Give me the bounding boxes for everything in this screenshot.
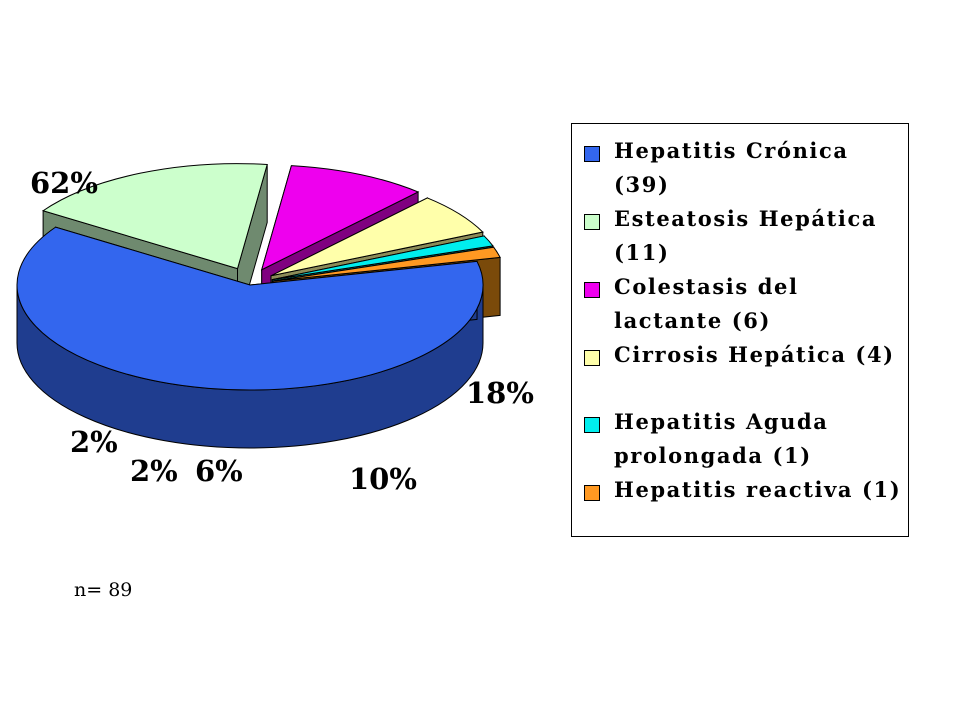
- legend-item: Hepatitis Aguda prolongada (1): [584, 405, 904, 473]
- legend-swatch: [584, 350, 600, 366]
- legend-label: Hepatitis reactiva (1): [614, 477, 902, 502]
- legend-item: Cirrosis Hepática (4): [584, 338, 904, 372]
- legend-item: Hepatitis Crónica (39): [584, 134, 904, 202]
- percent-label: 18%: [466, 376, 534, 410]
- legend-swatch: [584, 146, 600, 162]
- percent-label: 10%: [349, 462, 417, 496]
- legend-label: Hepatitis Crónica (39): [614, 138, 849, 197]
- legend-item: Hepatitis reactiva (1): [584, 473, 904, 507]
- legend-label: Esteatosis Hepática (11): [614, 206, 878, 265]
- legend-label: Hepatitis Aguda prolongada (1): [614, 409, 829, 468]
- legend-swatch: [584, 214, 600, 230]
- legend-item: Esteatosis Hepática (11): [584, 202, 904, 270]
- percent-label: 2%: [70, 425, 118, 459]
- legend-swatch: [584, 485, 600, 501]
- legend-swatch: [584, 282, 600, 298]
- sample-size-note: n= 89: [74, 579, 133, 601]
- legend-item: Colestasis del lactante (6): [584, 270, 904, 338]
- legend: Hepatitis Crónica (39) Esteatosis Hepáti…: [571, 123, 909, 537]
- legend-swatch: [584, 417, 600, 433]
- legend-label: Cirrosis Hepática (4): [614, 342, 895, 367]
- legend-label: Colestasis del lactante (6): [614, 274, 799, 333]
- percent-label: 6%: [195, 454, 243, 488]
- percent-label: 62%: [30, 166, 98, 200]
- percent-label: 2%: [130, 454, 178, 488]
- pie-slice-1: [16, 226, 484, 449]
